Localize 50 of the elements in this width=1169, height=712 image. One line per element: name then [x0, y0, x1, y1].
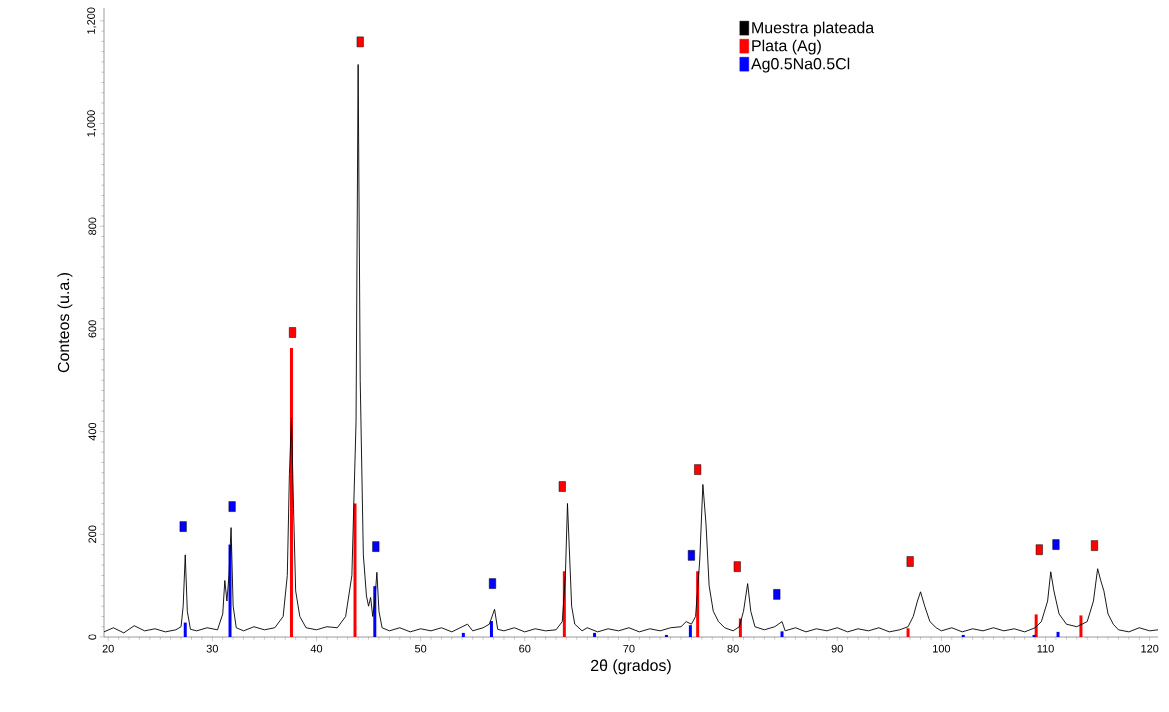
y-tick-label: 600 — [88, 320, 97, 338]
point — [1035, 544, 1043, 555]
point — [179, 521, 187, 532]
bar — [461, 632, 465, 637]
point — [694, 464, 702, 475]
y-tick-label: 400 — [88, 422, 97, 441]
y-tick-label: 1,200 — [87, 7, 97, 34]
point — [558, 481, 566, 492]
point — [372, 541, 380, 552]
bar — [353, 503, 357, 637]
x-tick-label: 70 — [623, 644, 635, 653]
point — [773, 589, 781, 600]
x-tick-label: 110 — [1037, 644, 1054, 653]
x-tick-label: 40 — [310, 644, 323, 653]
point — [228, 501, 236, 512]
y-tick-label: 200 — [88, 525, 97, 543]
x-axis-title: 2θ (grados) — [591, 659, 671, 675]
point — [733, 561, 741, 572]
bar — [906, 628, 910, 637]
bar — [593, 632, 597, 637]
y-tick-label: 1,000 — [87, 110, 97, 137]
x-tick-label: 120 — [1141, 644, 1159, 653]
bar — [1032, 634, 1036, 637]
bar — [664, 634, 668, 637]
y-axis-title: Conteos (u.a.) — [57, 273, 73, 373]
x-tick-label: 60 — [519, 644, 531, 653]
x-tick-label: 20 — [102, 644, 114, 653]
point — [906, 556, 914, 567]
x-tick-label: 30 — [206, 644, 218, 653]
point — [289, 327, 297, 338]
point — [488, 578, 496, 589]
point — [687, 550, 695, 561]
legend-label: Muestra plateada — [752, 21, 875, 37]
bar — [688, 625, 692, 637]
bar — [1056, 631, 1060, 637]
y-tick-label: 0 — [88, 634, 97, 640]
point — [1052, 539, 1060, 550]
legend-label: Plata (Ag) — [752, 39, 821, 55]
point — [1090, 540, 1098, 551]
bar — [489, 621, 493, 637]
bar — [780, 631, 784, 637]
bar — [183, 622, 187, 637]
x-tick-label: 50 — [414, 644, 427, 653]
y-tick-label: 800 — [88, 217, 97, 235]
bar — [961, 634, 965, 637]
x-tick-label: 80 — [727, 644, 739, 653]
x-tick-label: 90 — [831, 644, 843, 653]
x-tick-label: 100 — [933, 644, 951, 653]
legend-label: Ag0.5Na0.5Cl — [751, 57, 850, 73]
bar — [1079, 615, 1083, 637]
